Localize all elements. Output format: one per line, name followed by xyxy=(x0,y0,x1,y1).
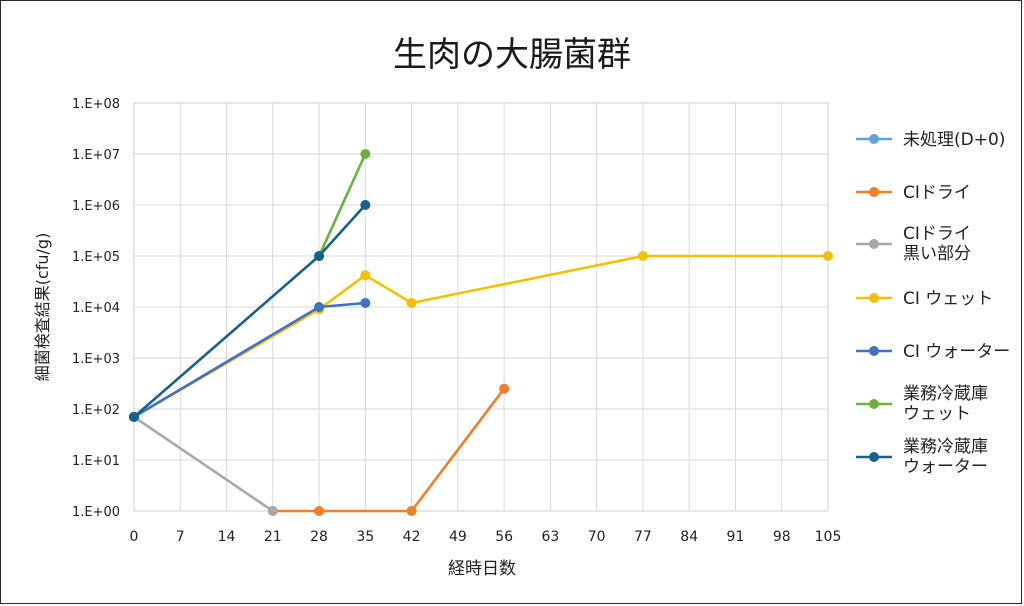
legend-label: CI ウェット xyxy=(903,289,993,309)
data-point xyxy=(314,302,325,312)
data-point xyxy=(360,297,371,308)
legend-swatch-marker xyxy=(869,134,879,144)
legend-swatch-marker xyxy=(869,399,879,409)
y-axis-label: 細菌検査結果(cfu/g) xyxy=(33,233,52,382)
legend-item: 業務冷蔵庫ウェット xyxy=(856,384,988,424)
axis-ticks: 0 7 14 21 28 35 42 49 56 63 70 77 84 91 98 105 1.E+00 1.E… xyxy=(72,97,841,545)
series-line xyxy=(272,387,506,513)
series-line xyxy=(133,301,366,419)
legend-swatch-marker xyxy=(869,452,879,462)
x-tick-label: 42 xyxy=(403,529,421,545)
legend-swatch-marker xyxy=(869,239,879,249)
x-tick-label: 70 xyxy=(588,529,606,545)
data-point xyxy=(267,506,278,516)
x-tick-label: 63 xyxy=(541,529,559,545)
x-tick-label: 21 xyxy=(264,529,282,545)
x-tick-label: 0 xyxy=(130,529,139,545)
x-tick-label: 105 xyxy=(815,529,842,545)
legend: 未処理(D+0) CIドライ CIドライ黒い部分 CI ウェット CI ウォーター業務冷… xyxy=(856,130,1010,477)
y-tick-label: 1.E+06 xyxy=(72,199,120,214)
series-3 xyxy=(129,251,833,422)
x-tick-label: 35 xyxy=(356,529,374,545)
chart-title: 生肉の大腸菌群 xyxy=(393,35,631,75)
y-tick-label: 1.E+01 xyxy=(72,454,120,469)
data-point xyxy=(823,251,833,261)
plot-area-border xyxy=(133,102,829,512)
legend-item: 未処理(D+0) xyxy=(856,130,1005,150)
data-point xyxy=(360,270,371,281)
data-point xyxy=(314,506,325,516)
x-tick-label: 14 xyxy=(218,529,236,545)
legend-label: 業務冷蔵庫ウォーター xyxy=(903,437,988,477)
legend-swatch-marker xyxy=(869,346,879,356)
data-point xyxy=(360,200,371,210)
legend-label: CI ウォーター xyxy=(903,342,1010,362)
y-tick-label: 1.E+04 xyxy=(72,301,120,316)
data-point xyxy=(406,506,417,516)
legend-label: 未処理(D+0) xyxy=(903,130,1005,150)
legend-item: CIドライ黒い部分 xyxy=(856,224,971,264)
data-point xyxy=(499,383,510,394)
x-tick-label: 91 xyxy=(727,529,745,545)
legend-swatch-marker xyxy=(869,187,879,197)
legend-item: CI ウォーター xyxy=(856,342,1010,362)
legend-item: CI ウェット xyxy=(856,289,993,309)
series-line xyxy=(133,415,274,513)
x-tick-label: 49 xyxy=(449,529,467,545)
series-line xyxy=(317,153,367,257)
x-tick-label: 28 xyxy=(310,529,328,545)
x-tick-label: 56 xyxy=(495,529,513,545)
legend-label: 業務冷蔵庫ウェット xyxy=(903,384,988,424)
series-6 xyxy=(129,200,371,422)
data-point xyxy=(314,251,325,261)
plot-series xyxy=(129,149,833,516)
x-tick-label: 84 xyxy=(680,529,698,545)
series-2 xyxy=(129,411,278,516)
y-tick-label: 1.E+00 xyxy=(72,505,120,520)
data-point xyxy=(406,297,417,308)
data-point xyxy=(637,251,648,261)
x-tick-label: 98 xyxy=(773,529,791,545)
y-tick-label: 1.E+07 xyxy=(72,148,120,163)
y-tick-label: 1.E+08 xyxy=(72,97,120,112)
data-point xyxy=(360,149,371,159)
legend-label: CIドライ xyxy=(903,183,971,203)
grid-lines xyxy=(133,102,829,512)
x-tick-label: 77 xyxy=(634,529,652,545)
legend-item: 業務冷蔵庫ウォーター xyxy=(856,437,988,477)
legend-label: CIドライ黒い部分 xyxy=(903,224,971,264)
y-tick-label: 1.E+03 xyxy=(72,352,120,367)
series-line xyxy=(133,254,828,419)
y-tick-label: 1.E+05 xyxy=(72,250,120,265)
y-tick-label: 1.E+02 xyxy=(72,403,120,418)
legend-swatch-marker xyxy=(869,293,879,303)
series-line xyxy=(133,204,367,418)
legend-item: CIドライ xyxy=(856,183,971,203)
x-tick-label: 7 xyxy=(176,529,185,545)
series-1 xyxy=(267,383,510,516)
data-point xyxy=(129,411,139,422)
x-axis-label: 経時日数 xyxy=(448,559,516,579)
